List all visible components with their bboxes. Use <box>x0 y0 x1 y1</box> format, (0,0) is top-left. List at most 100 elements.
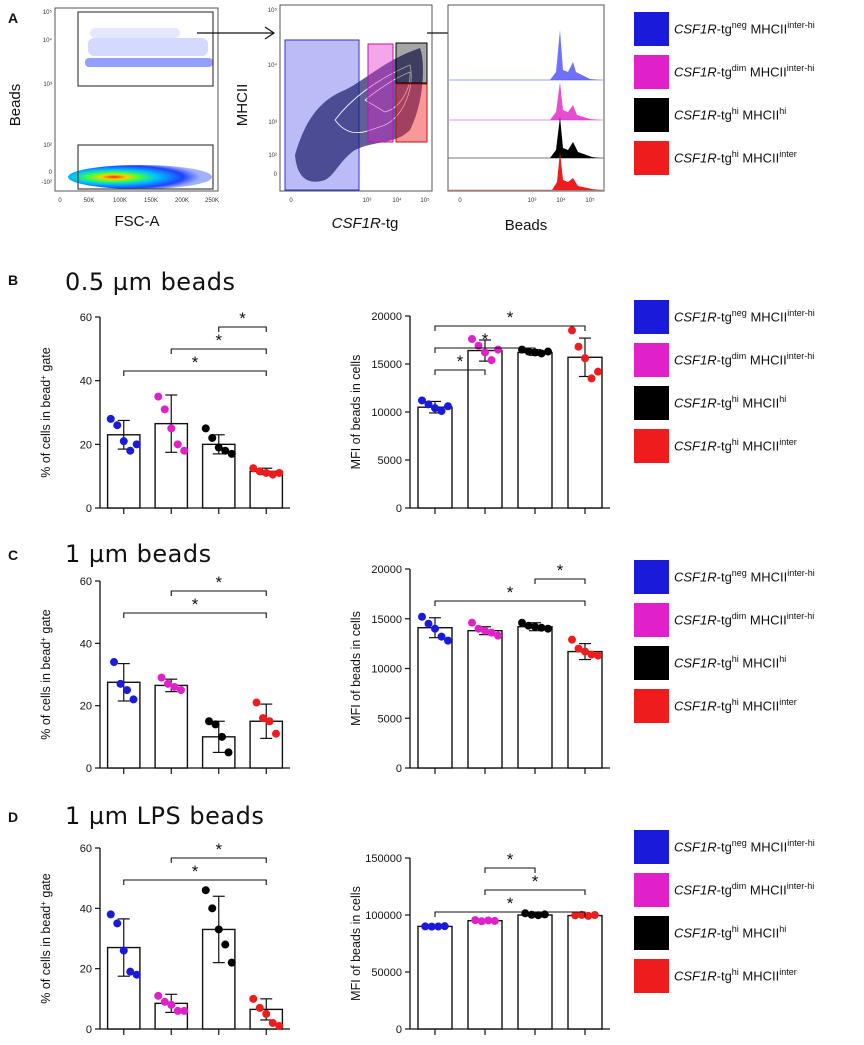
y-axis-label: MFI of beads in cells <box>349 355 363 470</box>
flow1-xlabel: FSC-A <box>115 213 160 230</box>
bar <box>417 406 453 509</box>
data-point <box>249 994 258 1003</box>
flow1-ylabel: Beads <box>7 84 24 127</box>
legend-label-part: MHCII <box>746 882 787 898</box>
y-axis-label-main: MFI of beads in cells <box>349 355 363 470</box>
y-tick-label: 20 <box>80 964 92 976</box>
data-point <box>249 464 258 473</box>
flow1-ytick: 10⁴ <box>43 37 53 44</box>
significance-star: * <box>192 353 199 372</box>
data-point <box>544 624 552 633</box>
legend-label-part: -tg <box>716 309 732 325</box>
significance-star: * <box>507 894 514 913</box>
significance-bracket <box>123 612 267 618</box>
legend-swatch <box>634 603 669 637</box>
data-point <box>106 910 115 919</box>
data-point <box>424 619 433 628</box>
data-point <box>424 400 433 409</box>
data-point <box>534 911 543 920</box>
data-point <box>584 911 593 920</box>
y-tick-label: 0 <box>396 763 402 775</box>
legend-item: CSF1R-tghi MHCIIinter <box>634 959 864 993</box>
legend-swatch <box>634 386 669 420</box>
bar <box>567 914 603 1030</box>
legend-label-part: CSF1R <box>674 925 717 941</box>
legend-label-part: MHCII <box>746 352 787 368</box>
lower-cell-heatmap <box>68 165 212 189</box>
significance-bracket <box>484 889 586 895</box>
legend-label-part: MHCII <box>738 395 780 411</box>
y-tick-label: 5000 <box>378 455 402 467</box>
y-axis-label: MFI of beads in cells <box>349 886 363 1001</box>
data-point <box>431 404 439 413</box>
legend-item: CSF1R-tgneg MHCIIinter-hi <box>634 560 864 594</box>
data-point <box>218 732 226 741</box>
legend-label-part: -tg <box>716 698 732 714</box>
data-point <box>440 922 449 931</box>
data-point <box>518 618 526 627</box>
bar <box>467 629 503 769</box>
y-tick-label: 15000 <box>371 614 402 626</box>
significance-star: * <box>482 330 489 349</box>
legend-label-part: hi <box>779 394 787 404</box>
data-point <box>208 433 217 442</box>
flow2-xlabel-rest: -tg <box>381 215 399 232</box>
chart-c-left-pct-bead-gate: 0 20 40 60 % of cells in bead+ gate * * <box>39 573 290 775</box>
legend-swatch <box>634 343 669 377</box>
legend-label-part: CSF1R <box>674 569 717 585</box>
data-point <box>201 886 210 895</box>
gate-csf1r-hi-mhcii-inter <box>395 83 428 143</box>
flow1-ytick: 10³ <box>43 82 52 88</box>
chart-d-right-mfi: 0 50000 100000 150000 MFI of beads in cells *… <box>349 850 610 1036</box>
legend-item: CSF1R-tghi MHCIIinter <box>634 429 864 463</box>
y-tick-label: 40 <box>80 376 92 388</box>
legend-label: CSF1R-tgdim MHCIIinter-hi <box>674 611 814 627</box>
flow-plot-frame <box>447 4 605 192</box>
data-point <box>173 440 182 449</box>
y-axis-label: % of cells in bead+ gate <box>39 873 54 1004</box>
data-point <box>568 635 576 644</box>
legend-swatch <box>634 300 669 334</box>
bar <box>417 925 453 1030</box>
data-point <box>173 1006 182 1015</box>
data-point <box>437 407 446 416</box>
legend-swatch <box>634 560 669 594</box>
data-point <box>275 468 284 477</box>
y-tick-label: 40 <box>80 903 92 915</box>
contour-inner <box>334 64 412 134</box>
y-tick-label: 60 <box>80 576 92 588</box>
data-point <box>275 1021 284 1030</box>
significance-star: * <box>507 583 514 602</box>
legend-label-part: -tg <box>716 352 732 368</box>
data-point <box>180 1006 189 1015</box>
significance-star: * <box>192 862 199 881</box>
flow2-ylabel: MHCII <box>234 84 251 127</box>
data-point <box>227 958 236 967</box>
data-point <box>524 621 533 630</box>
legend-label-part: -tg <box>716 612 732 628</box>
legend-item: CSF1R-tgdim MHCIIinter-hi <box>634 603 864 637</box>
data-point <box>268 470 277 479</box>
legend-label-part: MHCII <box>746 839 788 855</box>
legend-swatch <box>634 55 669 89</box>
legend-label-part: hi <box>779 106 787 116</box>
y-axis-label-sup: + <box>39 375 48 380</box>
bar <box>467 920 503 1030</box>
y-axis-label-main: % of cells in bead <box>39 906 53 1004</box>
data-point <box>527 910 536 919</box>
data-point <box>571 911 580 920</box>
legend-label-part: MHCII <box>738 150 780 166</box>
legend-label-part: neg <box>731 838 747 848</box>
data-point <box>477 917 486 926</box>
data-point <box>208 904 217 913</box>
legend-label-part: hi <box>731 654 739 664</box>
legend-label: CSF1R-tgdim MHCIIinter-hi <box>674 351 814 367</box>
legend-label-part: inter-hi <box>787 568 815 578</box>
y-axis-label-sup: + <box>39 637 48 642</box>
flow1-xtick: 50K <box>84 198 95 204</box>
legend-label-part: -tg <box>716 395 732 411</box>
chart-d-left-pct-bead-gate: 0 20 40 60 % of cells in bead+ gate * * <box>39 840 290 1036</box>
legend-label-part: -tg <box>716 438 732 454</box>
beads-negative-gate <box>77 144 214 190</box>
data-point <box>214 925 223 934</box>
